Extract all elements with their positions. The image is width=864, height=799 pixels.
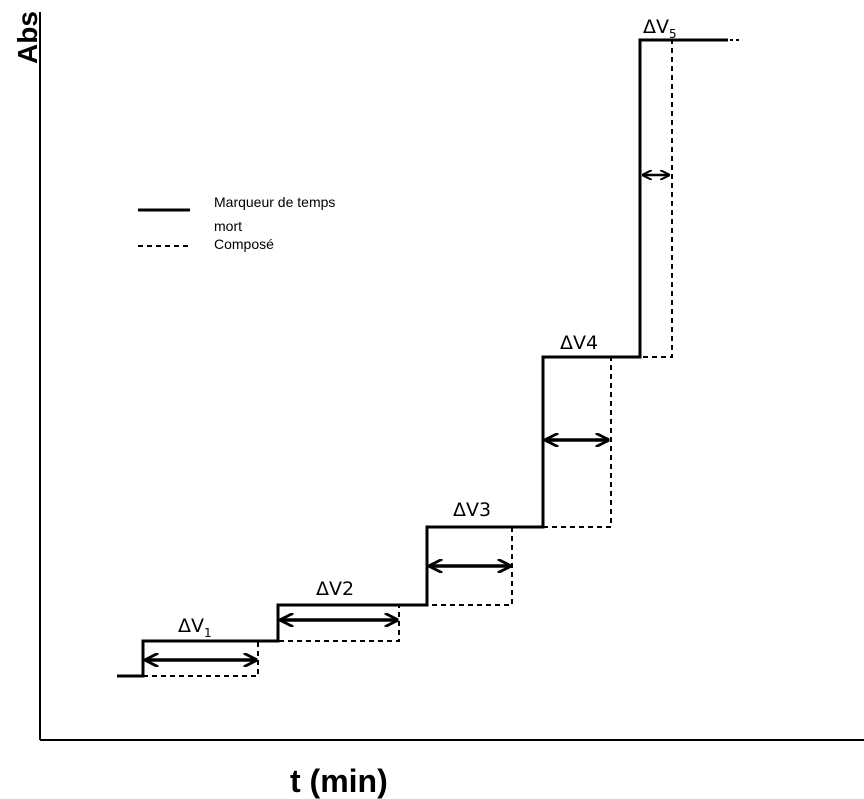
legend-dashed-label: Composé [214, 236, 274, 252]
delta-v3-label: ΔV3 [453, 499, 491, 521]
compound-curve [143, 40, 673, 677]
legend: Marqueur de temps mort Composé [138, 194, 335, 252]
legend-solid-label-cont: mort [214, 218, 242, 234]
delta-v2-label: ΔV2 [316, 578, 354, 600]
delta-v5-label: ΔV5 [643, 16, 677, 41]
delta-v1-label: ΔV1 [178, 615, 212, 640]
delta-v5-sub: 5 [669, 27, 677, 41]
x-axis-label: t (min) [290, 763, 388, 799]
delta-v5-main: ΔV [643, 16, 669, 38]
delta-v1-sub: 1 [204, 626, 212, 640]
dead-time-marker-curve [117, 38, 728, 678]
legend-solid-label: Marqueur de temps [214, 194, 335, 210]
delta-v1-main: ΔV [178, 615, 204, 637]
y-axis-label: Abs [12, 11, 43, 64]
delta-v4-label: ΔV4 [560, 332, 598, 354]
